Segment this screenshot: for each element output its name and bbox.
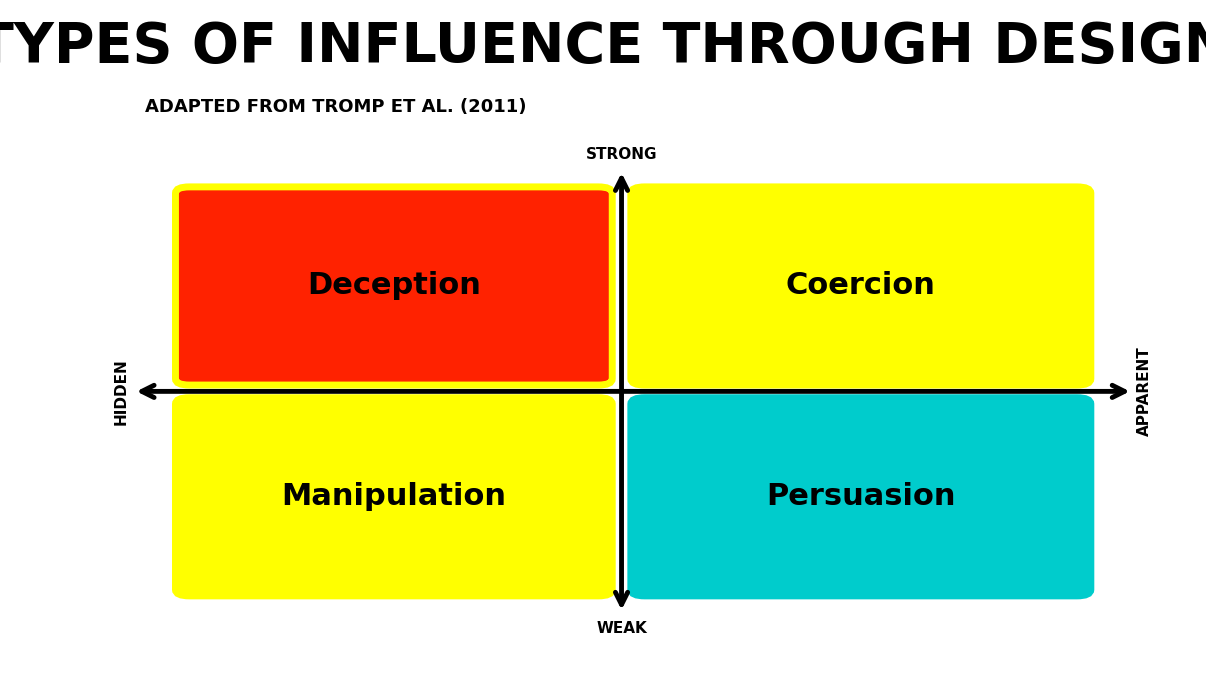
Text: Persuasion: Persuasion [766, 482, 955, 511]
Text: TYPES OF INFLUENCE THROUGH DESIGN: TYPES OF INFLUENCE THROUGH DESIGN [0, 20, 1206, 74]
FancyBboxPatch shape [631, 397, 1091, 596]
Text: HIDDEN: HIDDEN [115, 358, 129, 424]
FancyBboxPatch shape [175, 397, 613, 596]
Text: Deception: Deception [306, 271, 481, 301]
Text: APPARENT: APPARENT [1137, 347, 1152, 436]
Text: Coercion: Coercion [786, 271, 936, 301]
Text: ADAPTED FROM TROMP ET AL. (2011): ADAPTED FROM TROMP ET AL. (2011) [145, 98, 526, 116]
FancyBboxPatch shape [631, 187, 1091, 385]
Text: Manipulation: Manipulation [281, 482, 507, 511]
Text: STRONG: STRONG [586, 147, 657, 162]
Text: WEAK: WEAK [596, 621, 646, 636]
FancyBboxPatch shape [175, 187, 613, 385]
